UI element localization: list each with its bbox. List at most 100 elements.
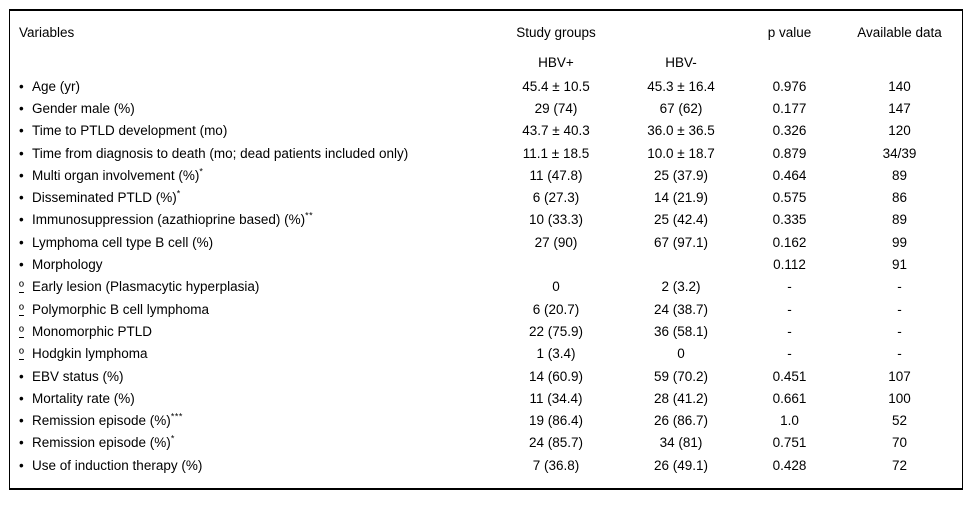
table-row: • Age (yr) 45.4 ± 10.5 45.3 ± 16.4 0.976 140 — [10, 75, 962, 97]
table-subheader-row: HBV+ HBV- — [10, 49, 962, 75]
hbv-negative-value: 59 (70.2) — [653, 368, 709, 384]
footnote-marker: * — [176, 188, 181, 199]
table-row: • Gender male (%) 29 (74) 67 (62) 0.177 147 — [10, 97, 962, 119]
hbv-negative-value: 0 — [677, 346, 685, 362]
hbv-positive-value: 1 (3.4) — [536, 346, 576, 362]
available-data-value: 52 — [891, 413, 908, 429]
variable-label: Gender male (%) — [32, 100, 135, 116]
bullet-icon: • — [19, 457, 24, 473]
bullet-icon: • — [19, 435, 24, 451]
subheader-spacer — [10, 49, 492, 75]
study-groups-table: Variables Study groups p value Available… — [9, 9, 963, 490]
footnote-marker: * — [199, 166, 204, 177]
hbv-negative-value: 24 (38.7) — [653, 301, 709, 317]
variable-cell: • EBV status (%) — [10, 365, 492, 387]
hbv-negative-value: 25 (37.9) — [653, 167, 709, 183]
available-data-value: - — [897, 301, 902, 317]
variable-label: Time to PTLD development (mo) — [32, 123, 228, 139]
variable-cell: • Use of induction therapy (%) — [10, 454, 492, 476]
ordinal-marker-icon: º — [19, 346, 24, 362]
table-row: º Hodgkin lymphoma 1 (3.4) 0 - - — [10, 343, 962, 365]
hbv-positive-value: 6 (20.7) — [532, 301, 580, 317]
variable-cell: º Polymorphic B cell lymphoma — [10, 298, 492, 320]
table-row: º Polymorphic B cell lymphoma 6 (20.7) 24 (… — [10, 298, 962, 320]
hbv-negative-value: 67 (62) — [659, 100, 703, 116]
bullet-icon: • — [19, 145, 24, 161]
table-row: • Time from diagnosis to death (mo; dead … — [10, 142, 962, 164]
p-value: 0.177 — [772, 100, 807, 116]
table-row: • Use of induction therapy (%) 7 (36.8) 26 … — [10, 454, 962, 476]
variable-label: Morphology — [32, 257, 103, 273]
variable-cell: • Disseminated PTLD (%)* — [10, 186, 492, 208]
available-data-value: 120 — [888, 123, 911, 139]
hbv-positive-value: 27 (90) — [534, 234, 578, 250]
variable-label: Monomorphic PTLD — [32, 323, 153, 339]
variable-label: Mortality rate (%) — [32, 390, 135, 406]
hbv-positive-value: 11 (47.8) — [529, 167, 583, 183]
column-header-p-value: p value — [767, 24, 812, 40]
column-header-spacer — [620, 11, 742, 49]
p-value: 0.464 — [772, 167, 807, 183]
column-header-available-data: Available data — [857, 24, 942, 40]
available-data-value: - — [897, 279, 902, 295]
variable-label: Multi organ involvement (%) — [32, 167, 200, 183]
table-row: • Immunosuppression (azathioprine based) … — [10, 209, 962, 231]
hbv-positive-value: 19 (86.4) — [528, 413, 584, 429]
available-data-value: 147 — [888, 100, 911, 116]
hbv-positive-value: 22 (75.9) — [528, 323, 584, 339]
hbv-negative-value: 34 (81) — [659, 435, 703, 451]
p-value: 0.751 — [772, 435, 807, 451]
variable-label: Lymphoma cell type B cell (%) — [32, 234, 214, 250]
hbv-negative-value: 45.3 ± 16.4 — [647, 78, 715, 94]
bullet-icon: • — [19, 190, 24, 206]
hbv-negative-value: 25 (42.4) — [653, 212, 709, 228]
subheader-hbv-negative: HBV- — [665, 54, 697, 70]
available-data-value: 100 — [888, 390, 911, 406]
ordinal-marker-icon: º — [19, 301, 24, 317]
variable-label: Immunosuppression (azathioprine based) (… — [32, 212, 306, 228]
hbv-negative-value: 26 (86.7) — [653, 413, 709, 429]
variable-cell: • Multi organ involvement (%)* — [10, 164, 492, 186]
hbv-positive-value: 11 (34.4) — [529, 390, 583, 406]
variable-cell: • Age (yr) — [10, 75, 492, 97]
variable-label: Use of induction therapy (%) — [32, 457, 203, 473]
variable-cell: º Monomorphic PTLD — [10, 320, 492, 342]
variable-cell: • Time to PTLD development (mo) — [10, 120, 492, 142]
variable-cell: • Lymphoma cell type B cell (%) — [10, 231, 492, 253]
p-value: - — [787, 301, 792, 317]
p-value: 0.326 — [772, 123, 807, 139]
hbv-negative-value: 14 (21.9) — [653, 190, 709, 206]
bullet-icon: • — [19, 390, 24, 406]
variable-label: Polymorphic B cell lymphoma — [32, 301, 210, 317]
table-row: • Multi organ involvement (%)* 11 (47.8) 25… — [10, 164, 962, 186]
footnote-marker: * — [170, 433, 175, 444]
available-data-value: 91 — [891, 257, 908, 273]
p-value: 0.661 — [772, 390, 807, 406]
bullet-icon: • — [19, 78, 24, 94]
p-value: 0.575 — [772, 190, 807, 206]
available-data-value: 34/39 — [882, 145, 917, 161]
table-row: • Mortality rate (%) 11 (34.4) 28 (41.2) 0.6… — [10, 387, 962, 409]
variable-cell: • Immunosuppression (azathioprine based) … — [10, 209, 492, 231]
hbv-negative-value: 36 (58.1) — [653, 323, 709, 339]
variable-cell: • Mortality rate (%) — [10, 387, 492, 409]
table-row: • Time to PTLD development (mo) 43.7 ± 40.… — [10, 120, 962, 142]
variable-cell: º Early lesion (Plasmacytic hyperplasia) — [10, 276, 492, 298]
hbv-positive-value: 6 (27.3) — [532, 190, 580, 206]
bullet-icon: • — [19, 123, 24, 139]
p-value: 0.112 — [773, 257, 806, 273]
variable-label: Remission episode (%) — [32, 435, 171, 451]
column-header-variables: Variables — [19, 24, 75, 40]
variable-label: Time from diagnosis to death (mo; dead p… — [32, 145, 409, 161]
hbv-negative-value: 10.0 ± 18.7 — [647, 145, 715, 161]
table-row: • Disseminated PTLD (%)* 6 (27.3) 14 (21.9)… — [10, 186, 962, 208]
variable-cell: • Morphology — [10, 253, 492, 275]
hbv-positive-value — [492, 253, 620, 275]
ordinal-marker-icon: º — [19, 323, 24, 339]
bullet-icon: • — [19, 212, 24, 228]
available-data-value: 107 — [888, 368, 911, 384]
hbv-negative-value: 36.0 ± 36.5 — [647, 123, 715, 139]
available-data-value: 140 — [888, 78, 911, 94]
p-value: 0.162 — [772, 234, 807, 250]
available-data-value: 89 — [891, 212, 908, 228]
